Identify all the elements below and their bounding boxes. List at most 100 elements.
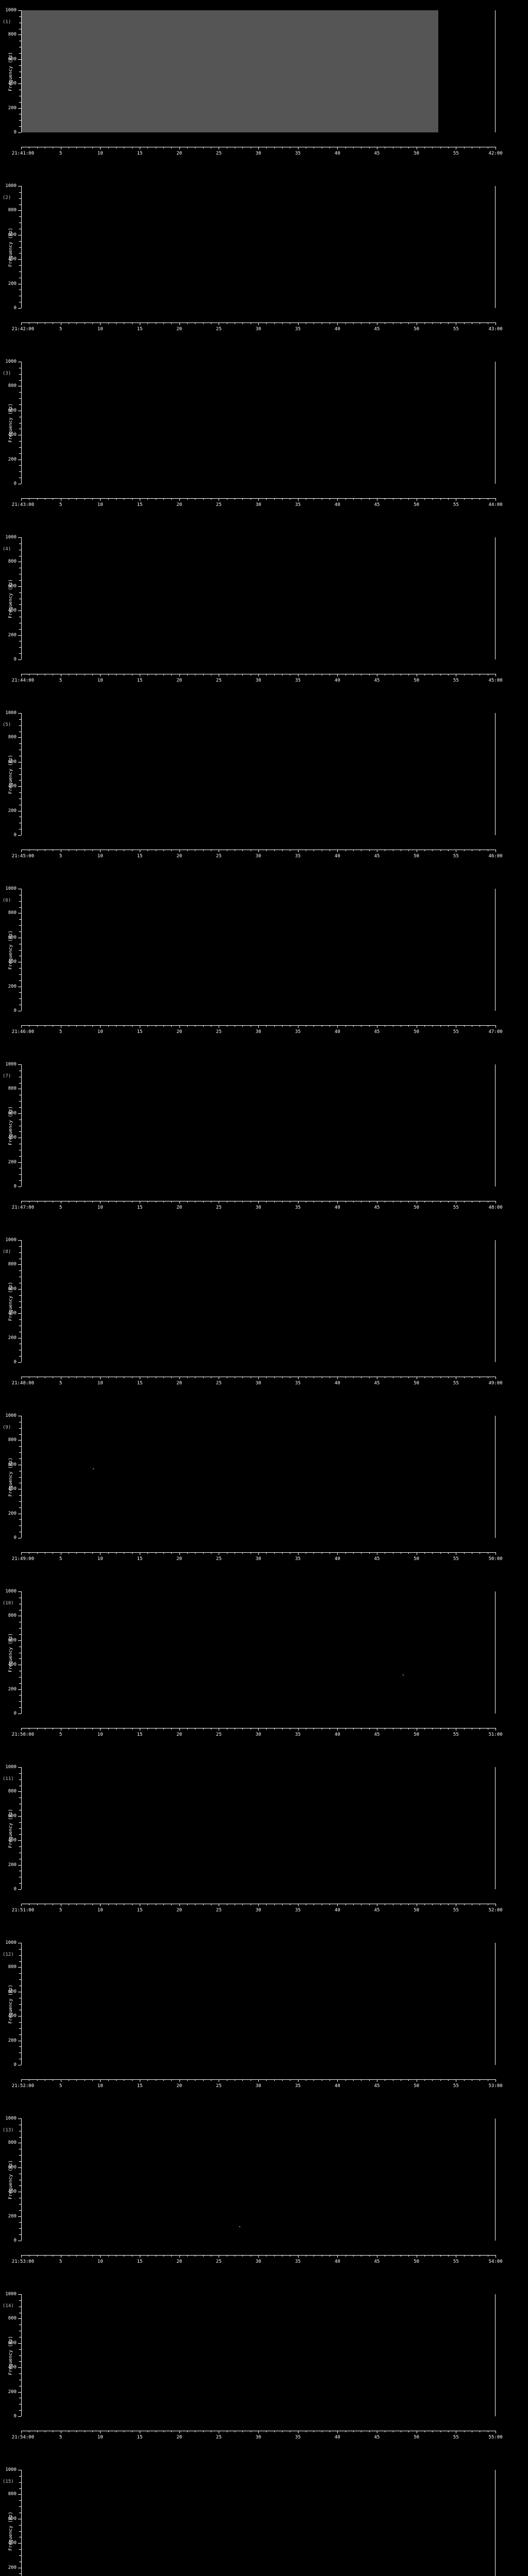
y-tick-label: 1000	[5, 2467, 16, 2472]
x-tick-label: 40	[334, 502, 340, 507]
y-tick-label: 0	[13, 657, 16, 662]
plot-area[interactable]	[21, 1767, 496, 1889]
x-tick-minor	[424, 1025, 425, 1027]
plot-area[interactable]	[21, 186, 496, 308]
x-tick-minor	[147, 1552, 148, 1554]
y-tick-minor	[19, 247, 21, 248]
x-tick-minor	[432, 1552, 433, 1554]
x-tick-label: 45	[374, 1381, 380, 1386]
x-tick-label: 20	[176, 854, 183, 859]
x-tick-minor	[448, 1201, 449, 1202]
y-axis: 0 200 400 600 800 1000 Frequency (Hz)	[0, 360, 21, 486]
plot-area[interactable]	[21, 10, 496, 132]
x-tick-minor	[108, 147, 109, 148]
spectrogram-panel[interactable]: (2) 0 200 400 600 800 1000 Frequency (Hz) 21:42:…	[0, 176, 528, 351]
plot-area[interactable]	[21, 2294, 496, 2416]
spectrogram-panel[interactable]: (7) 0 200 400 600 800 1000 Frequency (Hz) 21:47:…	[0, 1054, 528, 1230]
plot-area[interactable]	[21, 713, 496, 835]
x-tick-minor	[92, 1377, 93, 1378]
x-tick-minor	[203, 1728, 204, 1730]
x-tick-minor	[448, 147, 449, 148]
y-tick-minor	[19, 1773, 21, 1774]
spectrogram-panel[interactable]: (1) 0 200 400 600 800 1000 Frequency (Hz) 21:41:…	[0, 0, 528, 176]
y-axis-title: Frequency (Hz)	[8, 2511, 13, 2551]
plot-area[interactable]	[21, 1416, 496, 1538]
spectrogram-panel[interactable]: (11) 0 200 400 600 800 1000 Frequency (Hz) 21:51…	[0, 1757, 528, 1933]
x-tick-minor	[353, 674, 354, 675]
x-tick-minor	[266, 674, 267, 675]
x-tick-major	[258, 1904, 259, 1906]
x-tick-minor	[187, 2431, 188, 2432]
x-tick-minor	[131, 1904, 133, 1905]
spectrogram-panel[interactable]: (4) 0 200 400 600 800 1000 Frequency (Hz) 21:44:…	[0, 527, 528, 703]
x-tick-label: 35	[295, 2083, 301, 2089]
y-tick-label: 0	[13, 1535, 16, 1540]
plot-area[interactable]	[21, 1240, 496, 1362]
x-tick-minor	[203, 850, 204, 851]
x-tick-label: 55	[453, 1381, 459, 1386]
plot-area[interactable]	[21, 889, 496, 1011]
x-tick-label: 45	[374, 151, 380, 156]
y-axis-title: Frequency (Hz)	[8, 1808, 13, 1848]
y-tick-label: 1000	[5, 1765, 16, 1770]
x-tick-label: 21:46:00	[11, 1029, 35, 1035]
x-tick-label: 20	[176, 2259, 183, 2264]
x-tick-minor	[353, 1904, 354, 1905]
spectrogram-panel[interactable]: (9) 0 200 400 600 800 1000 Frequency (Hz) 21:49:…	[0, 1405, 528, 1581]
y-tick-minor	[19, 1948, 21, 1950]
x-tick-label: 48:00	[488, 1205, 503, 1210]
x-tick-minor	[242, 850, 243, 851]
spectrogram-panel[interactable]: (14) 0 200 400 600 800 1000 Frequency (Hz) 21:54…	[0, 2284, 528, 2460]
x-tick-label: 35	[295, 854, 301, 859]
plot-area[interactable]	[21, 2470, 496, 2576]
y-tick-minor	[19, 1428, 21, 1429]
plot-area[interactable]	[21, 1943, 496, 2065]
plot-area[interactable]	[21, 362, 496, 484]
x-tick-minor	[440, 1728, 441, 1730]
x-tick-label: 30	[255, 2083, 261, 2089]
y-tick-major	[18, 1791, 21, 1792]
plot-area[interactable]	[21, 537, 496, 659]
y-tick-minor	[19, 2022, 21, 2023]
y-tick-label: 600	[8, 2340, 16, 2346]
x-tick-minor	[187, 2079, 188, 2081]
y-tick-label: 200	[8, 1335, 16, 1341]
x-tick-minor	[92, 1552, 93, 1554]
x-tick-major	[179, 1728, 180, 1731]
y-axis: 0 200 400 600 800 1000 Frequency (Hz)	[0, 1589, 21, 1716]
y-tick-label: 600	[8, 56, 16, 62]
plot-area[interactable]	[21, 2119, 496, 2241]
y-tick-minor	[19, 653, 21, 654]
x-tick-major	[100, 1377, 101, 1379]
spectrogram-panel[interactable]: (12) 0 200 400 600 800 1000 Frequency (Hz) 21:52…	[0, 1933, 528, 2108]
y-tick-minor	[19, 1295, 21, 1296]
plot-area[interactable]	[21, 1064, 496, 1187]
x-tick-major	[337, 674, 338, 676]
spectrogram-panel[interactable]: (3) 0 200 400 600 800 1000 Frequency (Hz) 21:43:…	[0, 351, 528, 527]
x-tick-minor	[203, 1552, 204, 1554]
x-tick-label: 10	[97, 151, 103, 156]
x-tick-minor	[282, 1904, 283, 1905]
spectrogram-panel[interactable]: (5) 0 200 400 600 800 1000 Frequency (Hz) 21:45:…	[0, 703, 528, 878]
x-tick-minor	[76, 1552, 77, 1554]
plot-area[interactable]	[21, 1591, 496, 1714]
x-tick-minor	[369, 1552, 370, 1554]
spectrogram-panel[interactable]: (8) 0 200 400 600 800 1000 Frequency (Hz) 21:48:…	[0, 1230, 528, 1405]
spectrogram-panel[interactable]: (6) 0 200 400 600 800 1000 Frequency (Hz) 21:46:…	[0, 878, 528, 1054]
x-tick-major	[258, 1728, 259, 1731]
spectrogram-panel[interactable]: (10) 0 200 400 600 800 1000 Frequency (Hz) 21:50…	[0, 1581, 528, 1757]
y-tick-minor	[19, 198, 21, 199]
x-tick-major	[179, 2431, 180, 2433]
x-tick-minor	[76, 1728, 77, 1730]
x-tick-minor	[282, 2255, 283, 2257]
x-tick-label: 10	[97, 327, 103, 332]
x-tick-minor	[353, 1552, 354, 1554]
x-tick-label: 30	[255, 1205, 261, 1210]
data-gap-block	[22, 10, 438, 132]
y-tick-label: 1000	[5, 183, 16, 189]
spectrogram-panel[interactable]: (13) 0 200 400 600 800 1000 Frequency (Hz) 21:53…	[0, 2108, 528, 2284]
y-tick-label: 1000	[5, 1062, 16, 1067]
x-tick-label: 25	[216, 854, 222, 859]
